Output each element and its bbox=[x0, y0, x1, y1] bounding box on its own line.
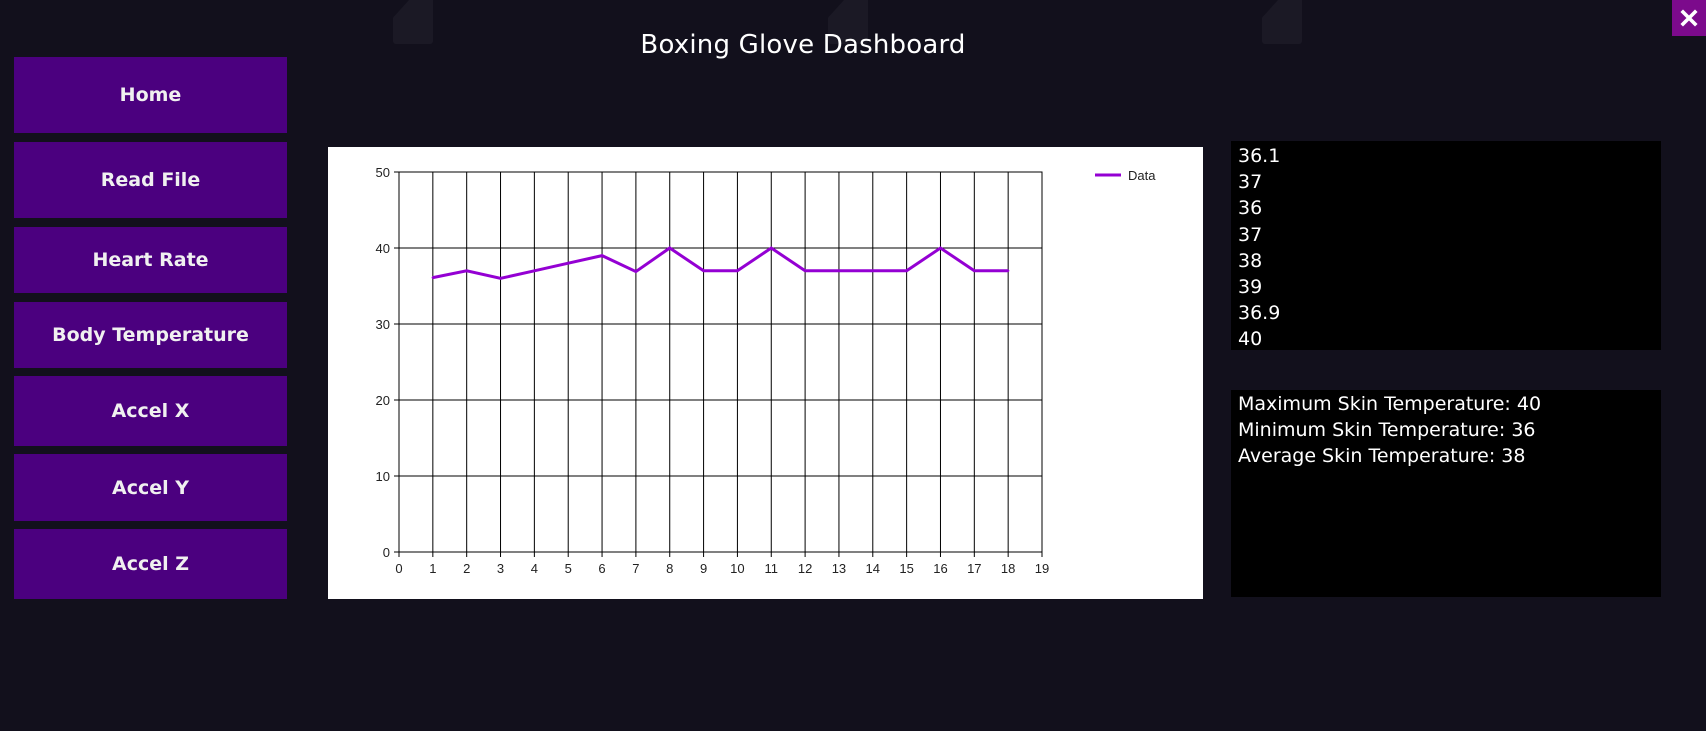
stat-line: Maximum Skin Temperature: 40 bbox=[1231, 391, 1661, 417]
data-point bbox=[770, 246, 773, 250]
plot-area bbox=[398, 171, 1043, 553]
read-file-button[interactable]: Read File bbox=[14, 142, 287, 218]
x-tick-label: 11 bbox=[765, 561, 779, 576]
x-tick-label: 7 bbox=[632, 561, 639, 576]
data-point bbox=[905, 269, 908, 272]
reading-list-item[interactable]: 38 bbox=[1238, 249, 1263, 272]
data-point bbox=[634, 270, 638, 273]
stat-value: 40 bbox=[1516, 393, 1542, 415]
data-point bbox=[431, 276, 435, 279]
y-tick-label: 50 bbox=[376, 165, 390, 180]
close-icon bbox=[1680, 9, 1698, 27]
data-point bbox=[939, 246, 942, 250]
reading-list-item[interactable]: 36.9 bbox=[1238, 302, 1281, 325]
stat-value: 38 bbox=[1501, 445, 1526, 467]
readings-list: 36.1 37 36 37 38 39 36.9 40 bbox=[1231, 141, 1661, 350]
data-point bbox=[736, 269, 739, 272]
data-point bbox=[499, 277, 502, 280]
x-tick-label: 8 bbox=[666, 561, 673, 576]
data-point bbox=[1006, 269, 1010, 272]
stat-label: Average Skin Temperature: bbox=[1238, 445, 1502, 467]
x-tick-label: 14 bbox=[866, 561, 880, 576]
y-tick-label: 40 bbox=[376, 241, 390, 256]
x-tick-label: 17 bbox=[967, 561, 981, 576]
stat-value: 36 bbox=[1511, 419, 1536, 441]
data-point bbox=[668, 246, 671, 250]
chart-canvas: 0 1 2 3 4 5 6 7 8 9 10 11 12 13 14 15 16 17 18 190102030405… bbox=[376, 165, 1157, 576]
body-temperature-button[interactable]: Body Temperature bbox=[14, 302, 287, 368]
reading-list-item[interactable]: 36 bbox=[1238, 197, 1263, 220]
temperature-chart: 0 1 2 3 4 5 6 7 8 9 10 11 12 13 14 15 16 17 18 19 0 10 20 30 40 5… bbox=[328, 147, 1203, 599]
close-button[interactable] bbox=[1672, 0, 1706, 36]
stats-panel[interactable]: Maximum Skin Temperature: 40 Minimum Skin… bbox=[1231, 390, 1661, 597]
data-point bbox=[702, 269, 705, 272]
x-tick-label: 10 bbox=[730, 561, 744, 576]
x-tick-label: 18 bbox=[1001, 561, 1015, 576]
reading-list-item[interactable]: 37 bbox=[1238, 171, 1263, 194]
stat-label: Minimum Skin Temperature: bbox=[1238, 419, 1512, 441]
x-tick-label: 16 bbox=[933, 561, 947, 576]
reading-list-item[interactable]: 40 bbox=[1238, 328, 1263, 350]
x-tick-label: 12 bbox=[798, 561, 812, 576]
stat-line: Minimum Skin Temperature: 36 bbox=[1231, 417, 1661, 443]
x-tick-label: 19 bbox=[1035, 561, 1049, 576]
stats-list: Maximum Skin Temperature: 40 Minimum Skin… bbox=[1231, 391, 1661, 469]
y-tick-label: 30 bbox=[376, 317, 390, 332]
heart-rate-button[interactable]: Heart Rate bbox=[14, 227, 287, 293]
x-tick-label: 9 bbox=[700, 561, 707, 576]
reading-list-item[interactable]: 37 bbox=[1238, 223, 1263, 246]
data-point bbox=[567, 262, 570, 265]
x-tick-label: 0 bbox=[395, 561, 402, 576]
page-title: Boxing Glove Dashboard bbox=[640, 30, 966, 60]
data-point bbox=[465, 269, 468, 272]
stat-label: Maximum Skin Temperature: bbox=[1238, 393, 1517, 415]
reading-list-item[interactable]: 39 bbox=[1238, 276, 1263, 299]
y-tick-label: 10 bbox=[376, 469, 390, 484]
x-tick-label: 5 bbox=[565, 561, 572, 576]
data-point bbox=[871, 269, 874, 272]
series-line bbox=[432, 246, 1009, 280]
x-tick-label: 13 bbox=[832, 561, 846, 576]
accel-y-button[interactable]: Accel Y bbox=[14, 454, 287, 521]
data-point bbox=[973, 269, 976, 272]
y-tick-label: 20 bbox=[376, 393, 390, 408]
x-tick-label: 1 bbox=[429, 561, 436, 576]
x-tick-label: 6 bbox=[598, 561, 605, 576]
x-tick-label: 2 bbox=[463, 561, 470, 576]
reading-list-item[interactable]: 36.1 bbox=[1238, 145, 1281, 167]
stat-line: Average Skin Temperature: 38 bbox=[1231, 443, 1661, 469]
data-point bbox=[533, 269, 536, 272]
data-point bbox=[600, 254, 604, 257]
accel-x-button[interactable]: Accel X bbox=[14, 376, 287, 446]
x-tick-label: 4 bbox=[531, 561, 538, 576]
home-button[interactable]: Home bbox=[14, 57, 287, 133]
readings-listbox[interactable]: 36.1 37 36 37 38 39 36.9 40 bbox=[1231, 141, 1661, 350]
legend-label: Data bbox=[1128, 168, 1156, 183]
y-tick-label: 0 bbox=[383, 545, 390, 560]
data-point bbox=[803, 269, 807, 272]
accel-z-button[interactable]: Accel Z bbox=[14, 529, 287, 599]
data-point bbox=[837, 269, 841, 272]
x-tick-label: 3 bbox=[497, 561, 504, 576]
x-tick-label: 15 bbox=[899, 561, 913, 576]
